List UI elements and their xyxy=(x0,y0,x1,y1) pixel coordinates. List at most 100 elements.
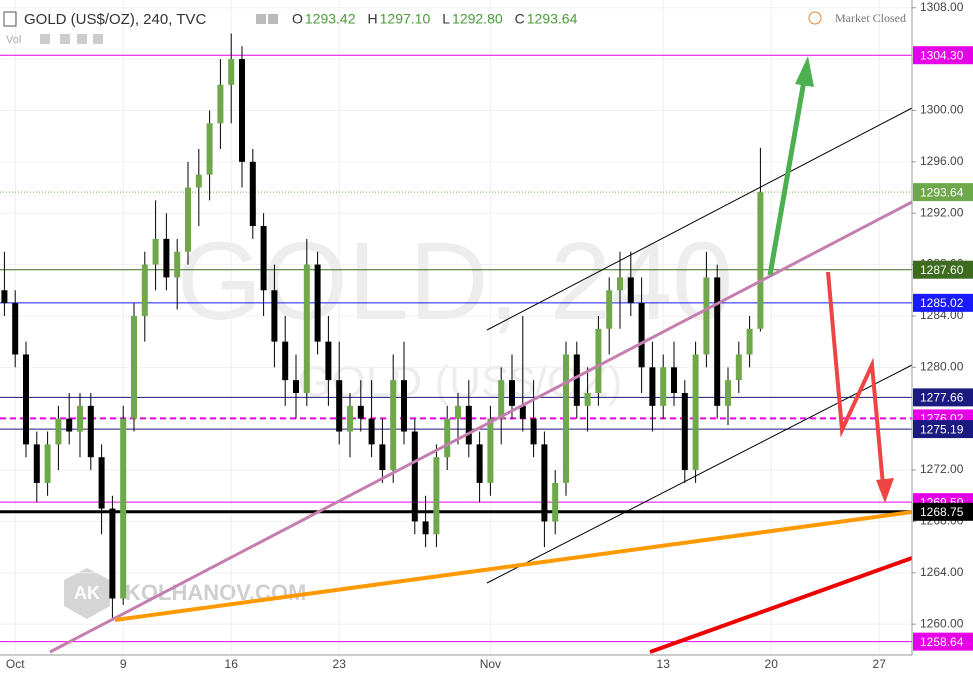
trend-line xyxy=(49,200,913,654)
candle-body xyxy=(725,380,731,406)
y-tick-label: 1280.00 xyxy=(920,359,964,373)
candle-body xyxy=(163,238,170,278)
candle-body xyxy=(379,444,386,471)
close-icon[interactable] xyxy=(268,14,278,24)
candle-body xyxy=(476,444,483,483)
level-label: 1268.75 xyxy=(920,505,964,519)
symbol: GOLD (US$/OZ), 240, TVC xyxy=(24,11,206,28)
candle-body xyxy=(131,315,137,419)
candle-body xyxy=(627,277,634,304)
vol-icon[interactable] xyxy=(60,34,70,44)
logo: AK xyxy=(74,583,100,603)
candle-body xyxy=(87,405,94,458)
logo-shape xyxy=(64,568,110,619)
ohlc-value: 1293.64 xyxy=(527,11,578,27)
level-label-bg xyxy=(913,502,973,521)
candle-body xyxy=(206,123,213,175)
candle-body xyxy=(347,405,353,432)
candle-body xyxy=(487,418,494,483)
candle-body xyxy=(282,341,289,381)
up-arrow-head xyxy=(795,56,814,87)
candle-body xyxy=(692,354,699,471)
volume-label: Vol xyxy=(6,34,21,46)
candle-body xyxy=(563,354,569,483)
menu-icon[interactable] xyxy=(3,11,17,27)
candle-body xyxy=(109,508,116,599)
candle-body xyxy=(649,367,656,406)
y-tick-label: 1296.00 xyxy=(920,154,964,168)
candle-body xyxy=(228,59,235,85)
x-tick-label: 9 xyxy=(120,657,127,671)
candle-body xyxy=(541,444,548,522)
level-label: 1287.60 xyxy=(920,263,964,277)
vol-icon[interactable] xyxy=(93,34,103,44)
candle-body xyxy=(573,354,580,406)
ohlc-key: L xyxy=(442,11,450,27)
candle-body xyxy=(584,393,591,406)
candle-body xyxy=(595,328,602,393)
y-tick-label: 1264.00 xyxy=(920,565,964,579)
candle-body xyxy=(271,290,278,342)
candle-body xyxy=(1,290,8,304)
ohlc-value: 1293.42 xyxy=(305,11,356,27)
settings-icon[interactable] xyxy=(256,14,266,24)
candle-body xyxy=(390,380,397,471)
candle-body xyxy=(509,380,515,406)
candle-body xyxy=(714,277,721,406)
header: GOLD (US$/OZ), 240, TVC O 1293.42 H 1297.10… xyxy=(3,11,906,46)
vol-icon[interactable] xyxy=(77,34,87,44)
candle-body xyxy=(617,277,623,291)
y-tick-label: 1308.00 xyxy=(920,0,964,14)
x-tick-label: 16 xyxy=(225,657,239,671)
candle-body xyxy=(185,187,191,252)
candle-body xyxy=(12,303,19,355)
y-tick-label: 1292.00 xyxy=(920,205,964,219)
candle-body xyxy=(746,328,753,355)
candle-body xyxy=(735,354,742,381)
candle-body xyxy=(23,354,29,445)
candle-body xyxy=(681,393,688,471)
candle-body xyxy=(498,380,505,419)
candle-body xyxy=(336,380,343,432)
candle-body xyxy=(660,367,667,406)
levels xyxy=(0,54,912,643)
brand: AK KOLHANOV.COM xyxy=(64,568,306,619)
candle-body xyxy=(174,251,181,278)
candle-body xyxy=(152,238,159,265)
level-label: 1285.02 xyxy=(920,296,964,310)
candle-body xyxy=(77,405,83,432)
candle-body xyxy=(293,380,299,393)
level-label-bg xyxy=(913,632,973,651)
candle-body xyxy=(260,226,267,291)
y-tick-label: 1300.00 xyxy=(920,103,964,117)
x-tick-label: 13 xyxy=(657,657,671,671)
candle-body xyxy=(314,264,321,342)
x-tick-label: 20 xyxy=(765,657,779,671)
x-tick-label: 23 xyxy=(333,657,347,671)
candle-body xyxy=(98,457,105,509)
vol-icon[interactable] xyxy=(40,34,50,44)
candle-body xyxy=(44,444,51,483)
support-line-2 xyxy=(649,556,913,654)
candle-body xyxy=(303,264,310,393)
candle-body xyxy=(141,264,148,316)
y-tick-label: 1272.00 xyxy=(920,462,964,476)
x-tick-label: 27 xyxy=(873,657,887,671)
candle-body xyxy=(33,444,40,483)
candle-body xyxy=(455,405,461,419)
candle-body xyxy=(530,418,537,445)
level-label: 1275.19 xyxy=(920,422,964,436)
ohlc-key: C xyxy=(515,11,525,27)
level-label: 1277.66 xyxy=(920,391,964,405)
level-label-bg xyxy=(913,420,973,439)
candle-body xyxy=(195,174,202,188)
status-icon xyxy=(808,11,822,25)
candle-body xyxy=(217,84,224,124)
candle-body xyxy=(325,341,332,381)
candle-body xyxy=(422,521,429,535)
candle-body xyxy=(671,367,677,393)
candle-body xyxy=(552,482,559,522)
candle-body xyxy=(55,418,62,445)
level-label-bg xyxy=(913,260,973,279)
